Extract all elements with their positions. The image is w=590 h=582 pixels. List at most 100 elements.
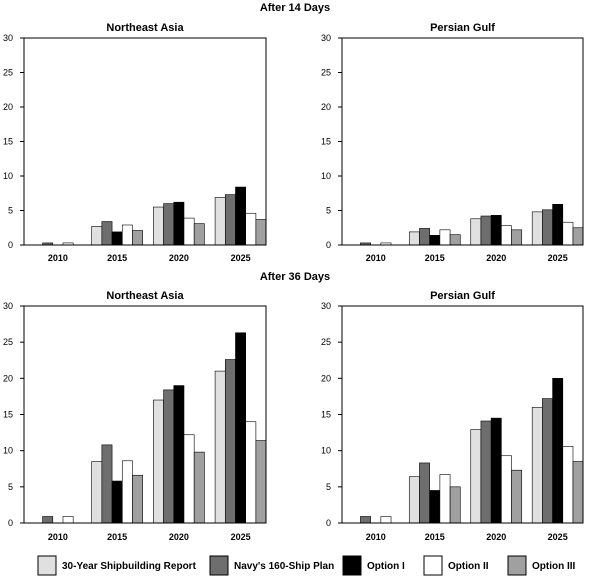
legend-item: 30-Year Shipbuilding Report [37, 555, 197, 576]
y-tick-label: 20 [321, 373, 331, 383]
legend-item: Option II [423, 555, 489, 576]
bar [480, 420, 492, 524]
bar [470, 218, 482, 246]
x-tick-label: 2020 [169, 532, 189, 542]
bar [214, 370, 226, 524]
bar [542, 209, 553, 246]
x-tick-label: 2015 [425, 532, 445, 542]
bar [429, 235, 441, 246]
bar [542, 398, 553, 524]
bar [111, 480, 123, 524]
y-tick-label: 0 [8, 518, 13, 528]
y-tick-label: 5 [326, 206, 331, 216]
bar [439, 474, 451, 524]
legend-item: Navy's 160-Ship Plan [209, 555, 334, 576]
bar [153, 399, 164, 524]
bar [101, 221, 113, 246]
bar [552, 378, 564, 524]
legend-swatch [209, 555, 229, 576]
bar [419, 228, 430, 246]
y-tick-label: 20 [3, 102, 13, 112]
bar [562, 446, 574, 524]
bar [42, 516, 54, 524]
y-tick-label: 0 [326, 518, 331, 528]
bar [235, 332, 246, 524]
legend-label: Option I [367, 561, 405, 572]
bar [173, 385, 185, 524]
y-tick-label: 20 [3, 373, 13, 383]
y-tick-label: 10 [321, 171, 331, 181]
legend-label: Option III [532, 561, 576, 572]
y-tick-label: 15 [321, 137, 331, 147]
bar [552, 203, 564, 246]
section-title: After 36 Days [260, 271, 330, 283]
bar [562, 221, 574, 246]
x-tick-label: 2020 [486, 532, 506, 542]
x-tick-label: 2010 [366, 253, 386, 263]
bar [511, 229, 523, 246]
plot-frame [23, 37, 267, 246]
x-tick-label: 2010 [48, 532, 68, 542]
panel-title: Northeast Asia [106, 22, 184, 34]
bar [572, 461, 584, 524]
bar [255, 440, 267, 524]
plot-frame [23, 305, 267, 524]
legend-item: Option III [507, 555, 576, 576]
legend-label: 30-Year Shipbuilding Report [62, 561, 197, 572]
section-title: After 14 Days [260, 2, 330, 14]
legend-swatch [507, 555, 527, 576]
bar [193, 451, 205, 524]
y-tick-label: 10 [3, 171, 13, 181]
bar [101, 444, 113, 524]
x-tick-label: 2015 [107, 253, 127, 263]
x-tick-label: 2025 [231, 532, 251, 542]
x-tick-label: 2015 [425, 253, 445, 263]
plot-frame [341, 37, 584, 246]
legend: 30-Year Shipbuilding Report Navy's 160-Sh… [37, 555, 576, 576]
y-tick-label: 25 [321, 68, 331, 78]
bar [490, 417, 502, 524]
y-tick-label: 25 [3, 337, 13, 347]
bar [193, 223, 205, 246]
bar [360, 516, 371, 524]
bar [245, 421, 257, 524]
bar [153, 206, 164, 246]
bar [163, 203, 175, 246]
y-tick-label: 0 [8, 240, 13, 250]
bar [121, 460, 133, 524]
y-tick-label: 15 [321, 410, 331, 420]
bar [183, 434, 195, 524]
x-tick-label: 2010 [48, 253, 68, 263]
y-tick-label: 5 [8, 482, 13, 492]
y-tick-label: 5 [326, 482, 331, 492]
y-tick-label: 30 [3, 33, 13, 43]
bar [121, 224, 133, 246]
bar [91, 461, 103, 524]
panel-title: Northeast Asia [106, 290, 184, 302]
legend-swatch [342, 555, 362, 576]
bar [449, 234, 461, 246]
bar [380, 516, 392, 524]
y-tick-label: 0 [326, 240, 331, 250]
bar [91, 226, 103, 246]
legend-item: Option I [342, 555, 405, 576]
bar [235, 186, 246, 246]
bar [572, 227, 584, 246]
x-tick-label: 2015 [107, 532, 127, 542]
bar [429, 490, 441, 524]
bar [132, 230, 143, 246]
panel-title: Persian Gulf [430, 290, 495, 302]
bar [163, 389, 175, 524]
legend-swatch [37, 555, 57, 576]
x-tick-label: 2025 [548, 532, 568, 542]
bar [419, 462, 430, 524]
x-tick-label: 2020 [169, 253, 189, 263]
bar [449, 486, 461, 524]
bar [511, 469, 523, 524]
bar [111, 231, 123, 246]
